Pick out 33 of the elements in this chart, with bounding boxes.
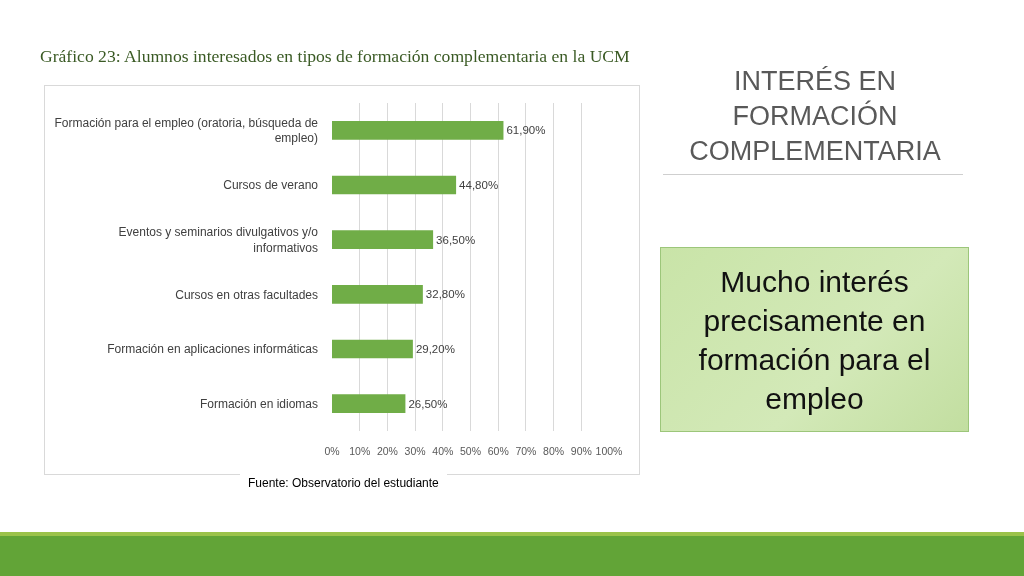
x-tick-label: 90% [570,444,592,457]
source-note: Fuente: Observatorio del estudiante [240,473,447,493]
chart-title: Gráfico 23: Alumnos interesados en tipos de formación complementaria en la UCM [40,46,631,67]
bar [332,394,406,413]
x-tick-label: 30% [404,444,426,457]
bar [332,175,457,195]
bar [332,121,504,140]
x-tick-label: 10% [349,444,371,457]
bar [332,339,413,359]
y-tick-label: Formación en aplicaciones informáticas [107,342,318,357]
x-tick-label: 20% [376,444,398,457]
bar [332,285,423,304]
data-label: 32,80% [425,288,465,301]
x-tick-label: 60% [487,444,509,457]
data-label: 36,50% [436,233,476,246]
y-tick-label: Eventos y seminarios divulgativos y/o informativos [118,225,319,255]
x-tick-label: 80% [543,444,565,457]
data-label: 44,80% [459,179,499,191]
y-tick-label: Cursos de verano [223,178,319,193]
data-label: 29,20% [415,343,455,355]
x-tick-label: 50% [459,444,482,457]
y-tick-label: Formación para el empleo (oratoria, búsqueda de empleo) [54,115,319,146]
data-label: 26,50% [408,397,448,410]
y-tick-label: Cursos en otras facultades [175,287,318,302]
text: INTERÉS EN FORMACIÓN COMPLEMENTARIA [688,65,942,168]
x-tick-label: 70% [515,444,537,457]
y-tick-label: Formación en idiomas [199,396,318,411]
bar [332,230,434,249]
x-tick-label: 100% [595,444,623,457]
x-tick-label: 40% [432,444,454,457]
x-tick-label: 0% [324,444,340,457]
text: Mucho interés precisamente en formación para el empleo [660,247,969,432]
data-label: 61,90% [506,124,546,137]
